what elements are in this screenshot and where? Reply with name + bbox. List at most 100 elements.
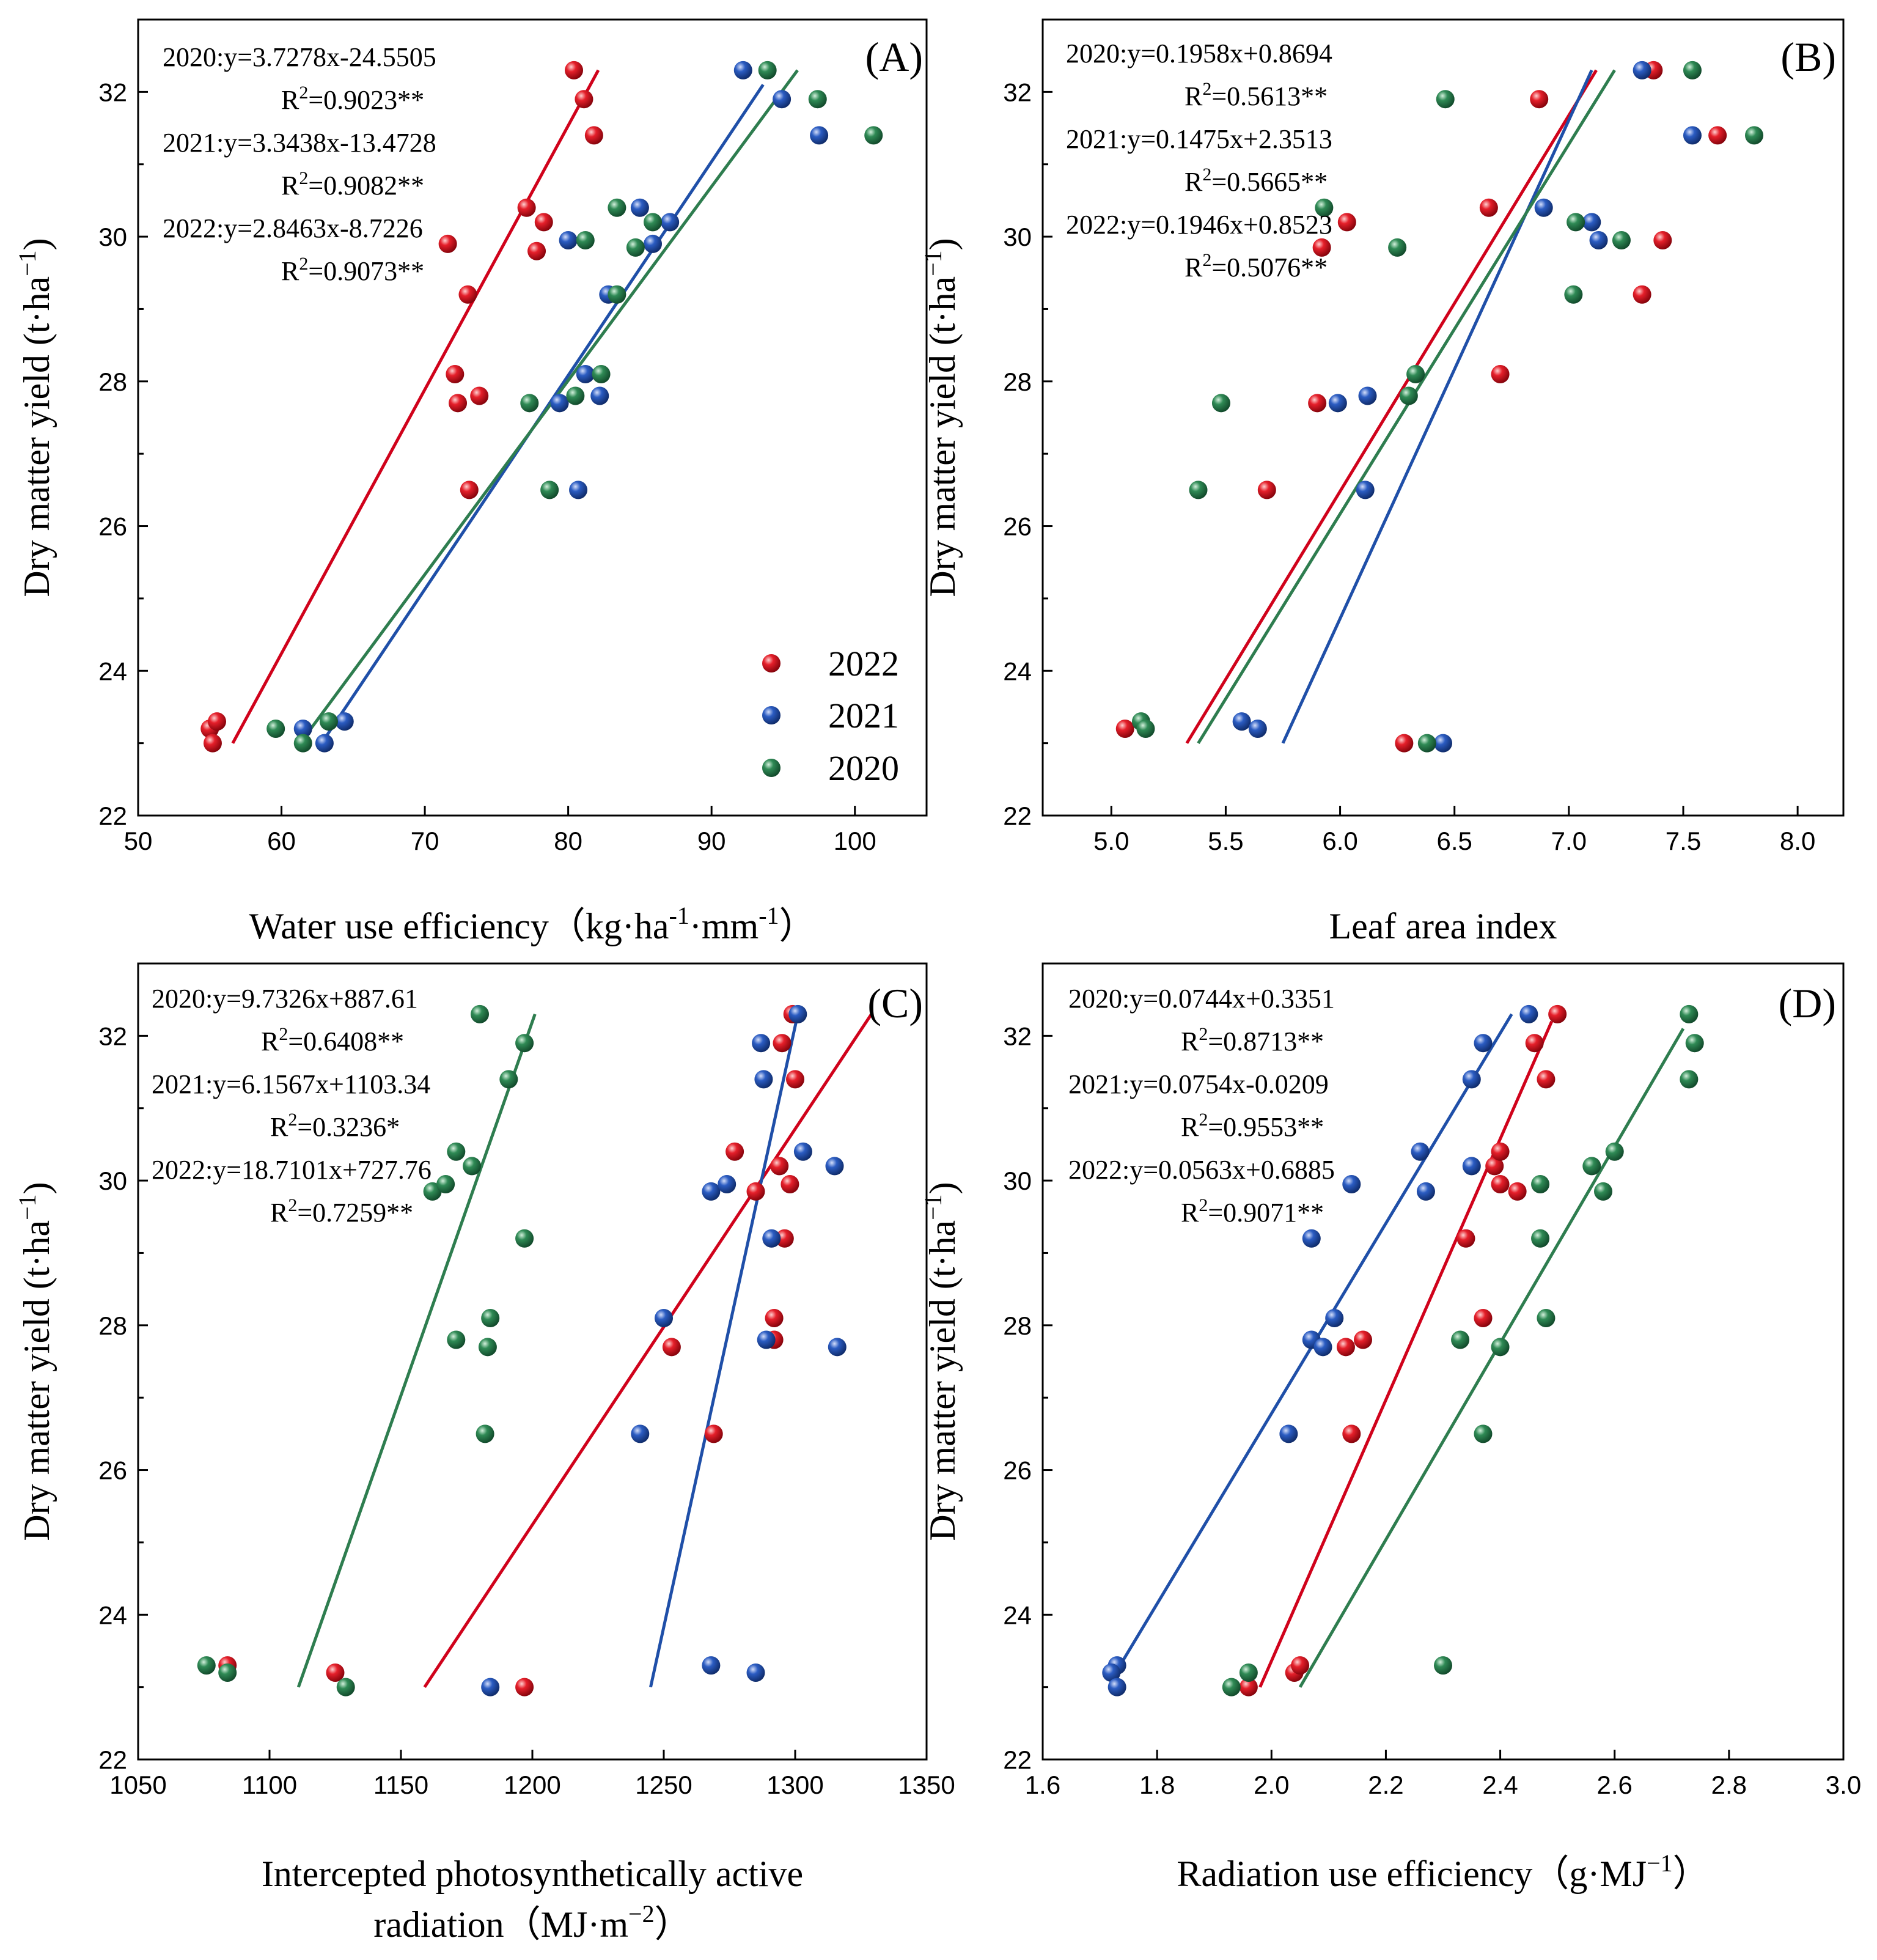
panel-b-point-2021 [1683, 126, 1702, 145]
panel-d-fit-line-2022 [1258, 1020, 1554, 1688]
panel-c-r2-2022: R2=0.7259** [270, 1195, 413, 1228]
panel-b-r2-2022: R2=0.5076** [1185, 250, 1328, 282]
panel-a-r2-2022-value: =0.9073** [308, 256, 424, 286]
panel-c-r2-2022-value: =0.7259** [297, 1198, 413, 1228]
panel-c-point-2021 [702, 1182, 721, 1201]
panel-c-label: (C) [867, 980, 923, 1026]
panel-d-point-2020 [1582, 1157, 1601, 1176]
panel-d-point-2020 [1451, 1330, 1470, 1349]
panel-b-point-2022 [1708, 126, 1727, 145]
panel-c-xlabel-line2: radiation（MJ·m−2） [373, 1900, 691, 1945]
panel-d-point-2020 [1474, 1424, 1493, 1443]
panel-c-point-2020 [515, 1229, 534, 1248]
panel-b-xtick-label: 6.0 [1322, 827, 1357, 855]
panel-b-ytick-label: 30 [1003, 223, 1032, 251]
panel-a-point-2020 [626, 238, 645, 257]
panel-c-point-2021 [828, 1338, 847, 1357]
panel-a-xtick-label: 80 [554, 827, 582, 855]
panel-c-point-2021 [702, 1656, 721, 1675]
panel-c-xtick-label: 1050 [109, 1770, 166, 1799]
panel-d-point-2020 [1531, 1229, 1550, 1248]
panel-a-xlabel-part: ·mm [689, 906, 759, 946]
panel-b-ytick-label: 24 [1003, 657, 1032, 685]
panel-d-point-2022 [1548, 1004, 1567, 1023]
legend: 2022 2021 2020 [762, 644, 899, 788]
panel-c-r2-2020-value: =0.6408** [288, 1026, 404, 1056]
panel-c-point-2020 [197, 1656, 216, 1675]
panel-a-ylabel-sup: −1 [13, 250, 41, 276]
panel-a-point-2021 [630, 198, 649, 217]
panel-a-ytick-label: 32 [98, 78, 127, 106]
panel-c-point-2020 [447, 1330, 466, 1349]
panel-a-point-2020 [608, 198, 626, 217]
panel-b-point-2020 [1388, 238, 1407, 257]
panel-d-point-2022 [1354, 1330, 1372, 1349]
panel-b-point-2021 [1534, 198, 1553, 217]
panel-d-r2-2022: R2=0.9071** [1181, 1195, 1324, 1228]
panel-d-xtick-label: 2.2 [1368, 1770, 1403, 1799]
panel-d-point-2022 [1537, 1070, 1556, 1089]
panel-b-eq-2021: 2021:y=0.1475x+2.3513 [1066, 124, 1332, 154]
panel-d-point-2021 [1462, 1070, 1481, 1089]
panel-b-r2-2020-value: =0.5613** [1211, 81, 1328, 111]
panel-d-ylabel-main: Dry matter yield (t·ha [922, 1220, 963, 1541]
panel-b-point-2020 [1189, 481, 1208, 499]
panel-b-point-2020 [1436, 90, 1455, 109]
panel-c-ytick-label: 30 [98, 1166, 127, 1195]
panel-b-eq-2022: 2022:y=0.1946x+0.8523 [1066, 210, 1332, 240]
panel-d-point-2020 [1605, 1142, 1624, 1161]
panel-a-point-2022 [208, 712, 226, 731]
panel-b-r2-2021: R2=0.5665** [1185, 164, 1328, 197]
panel-d-xlabel-part: −1 [1647, 1849, 1673, 1877]
panel-c-xlabel: Intercepted photosynthetically active [262, 1854, 803, 1894]
panel-d-r2-2021-value: =0.9553** [1208, 1112, 1324, 1142]
panel-c-ylabel-main: Dry matter yield (t·ha [17, 1220, 57, 1541]
panel-d-point-2021 [1102, 1663, 1121, 1682]
panel-b-fit-line-2021 [1281, 69, 1593, 744]
legend-marker-2021 [762, 706, 781, 724]
legend-marker-2022 [762, 654, 781, 672]
panel-a-point-2020 [520, 394, 539, 413]
panel-a-equations: 2020:y=3.7278x-24.5505 R2=0.9023** 2021:… [163, 42, 436, 286]
panel-c-point-2022 [662, 1338, 681, 1357]
panel-d-r2-2020: R2=0.8713** [1181, 1024, 1324, 1056]
panel-b-point-2022 [1257, 481, 1276, 499]
panel-a-xtick-label: 60 [267, 827, 296, 855]
panel-c-r2-2021: R2=0.3236* [270, 1110, 400, 1142]
panel-a-point-2022 [575, 90, 593, 109]
panel-d-ytick-label: 24 [1003, 1601, 1032, 1629]
panel-d-equations: 2020:y=0.0744x+0.3351 R2=0.8713** 2021:y… [1068, 984, 1335, 1228]
panel-c-point-2022 [515, 1678, 534, 1697]
panel-a-fit-line-2022 [231, 69, 600, 744]
panel-c-point-2020 [463, 1157, 482, 1176]
panel-d-point-2020 [1434, 1656, 1452, 1675]
panel-a-point-2020 [592, 364, 611, 383]
panel-c-eq-2022: 2022:y=18.7101x+727.76 [152, 1155, 432, 1185]
panel-b-xlabel-part: Leaf area index [1329, 906, 1557, 946]
panel-c-point-2021 [655, 1308, 673, 1327]
panel-b-frame [1041, 18, 1845, 817]
panel-a-point-2020 [266, 719, 285, 738]
panel-c-equations: 2020:y=9.7326x+887.61 R2=0.6408** 2021:y… [152, 984, 432, 1228]
panel-d-point-2022 [1485, 1157, 1504, 1176]
panel-b-xtick-label: 5.0 [1093, 827, 1129, 855]
panel-d-point-2020 [1680, 1004, 1699, 1023]
panel-b-point-2020 [1399, 386, 1418, 405]
panel-b-point-2022 [1653, 231, 1672, 250]
panel-b-r2-2020: R2=0.5613** [1185, 79, 1328, 111]
panel-a-ylabel-main: Dry matter yield (t·ha [17, 276, 57, 597]
panel-a-point-2022 [458, 285, 477, 304]
panel-d-xtick-label: 3.0 [1826, 1770, 1861, 1799]
panel-c-point-2020 [336, 1678, 355, 1697]
panel-c-point-2021 [788, 1004, 807, 1023]
panel-c-ylabel-sup: −1 [13, 1194, 41, 1220]
panel-d-eq-2020: 2020:y=0.0744x+0.3351 [1068, 984, 1335, 1014]
panel-d-point-2020 [1680, 1070, 1699, 1089]
panel-d-point-2021 [1474, 1034, 1493, 1053]
panel-d-point-2021 [1411, 1142, 1430, 1161]
panel-c-point-2021 [793, 1142, 812, 1161]
panel-b-ylabel-main: Dry matter yield (t·ha [922, 276, 963, 597]
panel-d-point-2020 [1239, 1663, 1258, 1682]
panel-a-ytick-label: 24 [98, 657, 127, 685]
panel-c-point-2020 [447, 1142, 466, 1161]
